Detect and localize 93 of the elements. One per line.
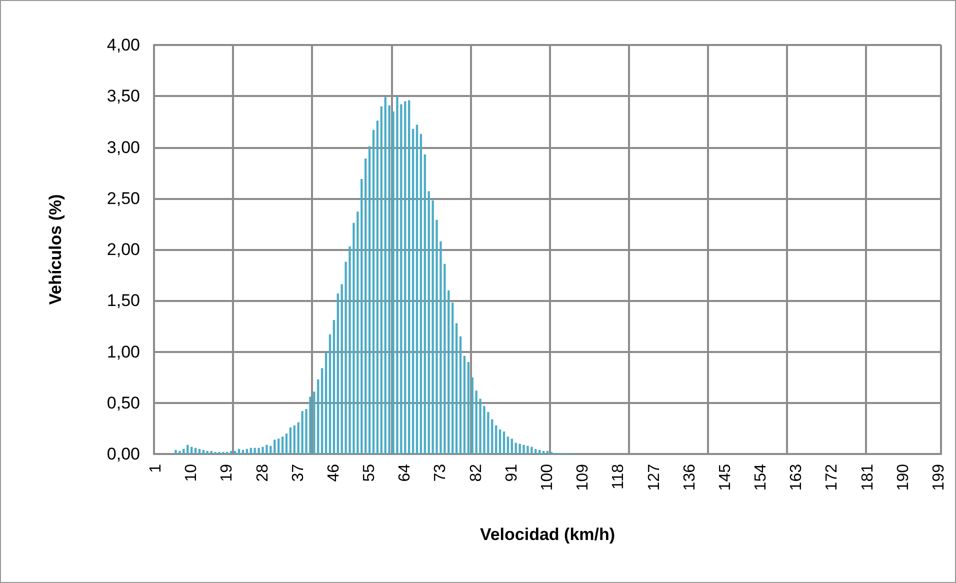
x-tick-label: 82	[468, 464, 485, 482]
x-tick-label: 136	[681, 464, 698, 491]
x-tick-label: 91	[503, 464, 520, 482]
bar	[328, 334, 332, 454]
y-tick-label: 2,50	[106, 188, 140, 208]
bar	[246, 448, 248, 454]
y-tick-label: 0,50	[106, 393, 140, 412]
bar	[376, 120, 379, 454]
bar	[174, 450, 177, 454]
bar	[360, 178, 363, 454]
x-tick-label: 127	[646, 464, 663, 491]
bar	[502, 432, 506, 454]
bar	[368, 146, 371, 454]
bar	[506, 436, 510, 454]
y-tick-label: 2,00	[106, 240, 140, 259]
y-tick-label: 3,00	[106, 138, 140, 157]
bar	[186, 444, 189, 454]
bar	[424, 154, 426, 454]
x-tick-label: 118	[610, 464, 628, 490]
y-tick-label: 4,00	[106, 36, 140, 54]
x-tick-label: 37	[290, 464, 307, 482]
bar	[455, 323, 458, 454]
bar	[293, 425, 296, 454]
bar	[198, 448, 201, 454]
bar	[336, 293, 339, 454]
bar	[404, 101, 406, 454]
bar	[384, 97, 386, 454]
bar	[262, 446, 264, 454]
y-tick-label: 1,00	[106, 342, 140, 362]
y-tick-label: 0,00	[106, 444, 140, 464]
x-tick-label: 19	[218, 464, 236, 482]
bar	[498, 429, 502, 454]
bar	[467, 362, 470, 454]
bar	[285, 434, 288, 454]
bar	[250, 448, 252, 454]
x-tick-label: 199	[930, 464, 948, 491]
bar	[364, 158, 367, 454]
bar	[530, 446, 533, 454]
bar	[510, 438, 513, 454]
x-tick-label: 163	[788, 464, 806, 491]
bar	[254, 448, 256, 454]
bar	[372, 130, 375, 454]
x-tick-label: 109	[574, 464, 592, 491]
x-tick-label: 1	[147, 464, 164, 473]
bar	[420, 134, 422, 454]
bar	[396, 96, 398, 454]
bar	[428, 191, 430, 454]
x-tick-label: 28	[254, 464, 272, 482]
bar	[518, 444, 521, 454]
x-tick-label: 145	[716, 464, 734, 491]
bar	[463, 356, 466, 454]
bar	[266, 444, 268, 454]
x-tick-label: 181	[859, 464, 876, 491]
y-axis-title: Vehículos (%)	[46, 194, 65, 305]
bar	[178, 450, 181, 454]
x-tick-label: 55	[361, 464, 378, 482]
x-axis-title: Velocidad (km/h)	[480, 525, 616, 544]
bar	[471, 377, 474, 454]
x-tick-label: 190	[894, 464, 912, 491]
bar	[277, 438, 280, 454]
bar	[274, 440, 276, 454]
bar	[534, 448, 537, 454]
bar	[412, 128, 414, 454]
bar	[317, 379, 320, 454]
bar	[452, 302, 454, 454]
bar	[522, 444, 525, 454]
bar	[289, 427, 292, 454]
bar	[332, 320, 336, 454]
x-tick-label: 172	[824, 464, 841, 491]
bar	[416, 124, 418, 454]
bar	[194, 448, 197, 454]
y-tick-label: 3,50	[106, 86, 140, 106]
bar	[190, 446, 193, 454]
bar	[320, 368, 324, 454]
bar	[281, 436, 284, 454]
bar	[495, 425, 498, 454]
bar	[324, 352, 328, 454]
x-tick-label: 154	[752, 464, 770, 491]
x-tick-label: 64	[396, 464, 414, 482]
x-tick-label: 46	[325, 464, 342, 482]
bar	[258, 448, 260, 454]
bar	[301, 411, 304, 454]
y-tick-label: 1,50	[106, 291, 140, 310]
bar	[182, 448, 185, 454]
bar	[526, 446, 529, 454]
bar	[514, 442, 517, 454]
x-tick-label: 73	[432, 464, 450, 482]
bar	[459, 336, 462, 454]
x-tick-label: 100	[539, 464, 556, 491]
x-tick-label: 10	[183, 464, 200, 482]
bar	[238, 448, 240, 454]
bar	[408, 100, 410, 454]
bar	[380, 106, 382, 454]
